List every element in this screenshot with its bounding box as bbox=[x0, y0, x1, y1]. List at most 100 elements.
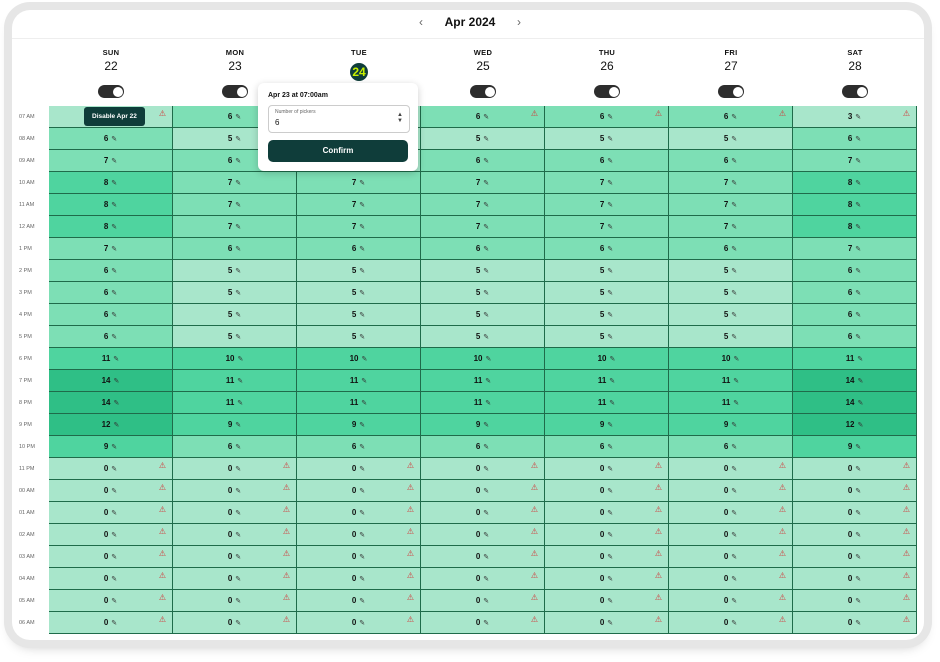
edit-icon[interactable]: ✎ bbox=[855, 245, 862, 253]
edit-icon[interactable]: ✎ bbox=[857, 421, 864, 429]
edit-icon[interactable]: ✎ bbox=[359, 443, 366, 451]
edit-icon[interactable]: ✎ bbox=[111, 289, 118, 297]
edit-icon[interactable]: ✎ bbox=[607, 531, 614, 539]
edit-icon[interactable]: ✎ bbox=[111, 157, 118, 165]
edit-icon[interactable]: ✎ bbox=[855, 619, 862, 627]
schedule-cell[interactable]: 0 ✎ ⚠ bbox=[421, 458, 545, 480]
confirm-button[interactable]: Confirm bbox=[268, 140, 408, 162]
edit-icon[interactable]: ✎ bbox=[485, 399, 492, 407]
edit-icon[interactable]: ✎ bbox=[607, 157, 614, 165]
schedule-cell[interactable]: 0 ✎ ⚠ bbox=[545, 524, 669, 546]
schedule-cell[interactable]: 0 ✎ ⚠ bbox=[297, 480, 421, 502]
schedule-cell[interactable]: 9 ✎ bbox=[793, 436, 917, 458]
edit-icon[interactable]: ✎ bbox=[235, 553, 242, 561]
schedule-cell[interactable]: 0 ✎ ⚠ bbox=[793, 590, 917, 612]
schedule-cell[interactable]: 5 ✎ bbox=[173, 304, 297, 326]
schedule-cell[interactable]: 6 ✎ bbox=[545, 238, 669, 260]
edit-icon[interactable]: ✎ bbox=[731, 113, 738, 121]
edit-icon[interactable]: ✎ bbox=[111, 575, 118, 583]
schedule-cell[interactable]: 0 ✎ ⚠ bbox=[793, 524, 917, 546]
edit-icon[interactable]: ✎ bbox=[235, 289, 242, 297]
edit-icon[interactable]: ✎ bbox=[111, 223, 118, 231]
edit-icon[interactable]: ✎ bbox=[855, 267, 862, 275]
schedule-cell[interactable]: 0 ✎ ⚠ bbox=[297, 458, 421, 480]
edit-icon[interactable]: ✎ bbox=[483, 465, 490, 473]
schedule-cell[interactable]: 10 ✎ bbox=[297, 348, 421, 370]
edit-icon[interactable]: ✎ bbox=[113, 355, 120, 363]
day-toggle[interactable] bbox=[98, 85, 124, 98]
day-toggle[interactable] bbox=[222, 85, 248, 98]
schedule-cell[interactable]: 7 ✎ bbox=[297, 216, 421, 238]
schedule-cell[interactable]: 7 ✎ bbox=[297, 194, 421, 216]
schedule-cell[interactable]: 6 ✎ bbox=[49, 304, 173, 326]
edit-icon[interactable]: ✎ bbox=[359, 619, 366, 627]
schedule-cell[interactable]: 5 ✎ bbox=[421, 282, 545, 304]
edit-icon[interactable]: ✎ bbox=[237, 377, 244, 385]
schedule-cell[interactable]: 0 ✎ ⚠ bbox=[793, 480, 917, 502]
edit-icon[interactable]: ✎ bbox=[235, 135, 242, 143]
next-month-icon[interactable]: › bbox=[517, 15, 521, 29]
schedule-cell[interactable]: 9 ✎ bbox=[669, 414, 793, 436]
edit-icon[interactable]: ✎ bbox=[483, 201, 490, 209]
schedule-cell[interactable]: 9 ✎ bbox=[49, 436, 173, 458]
schedule-cell[interactable]: 0 ✎ ⚠ bbox=[297, 546, 421, 568]
edit-icon[interactable]: ✎ bbox=[607, 575, 614, 583]
schedule-cell[interactable]: 11 ✎ bbox=[421, 392, 545, 414]
edit-icon[interactable]: ✎ bbox=[359, 531, 366, 539]
edit-icon[interactable]: ✎ bbox=[111, 531, 118, 539]
edit-icon[interactable]: ✎ bbox=[235, 509, 242, 517]
edit-icon[interactable]: ✎ bbox=[731, 179, 738, 187]
edit-icon[interactable]: ✎ bbox=[609, 377, 616, 385]
edit-icon[interactable]: ✎ bbox=[607, 201, 614, 209]
schedule-cell[interactable]: 0 ✎ ⚠ bbox=[545, 546, 669, 568]
edit-icon[interactable]: ✎ bbox=[111, 311, 118, 319]
edit-icon[interactable]: ✎ bbox=[857, 399, 864, 407]
edit-icon[interactable]: ✎ bbox=[483, 575, 490, 583]
edit-icon[interactable]: ✎ bbox=[235, 157, 242, 165]
schedule-cell[interactable]: 0 ✎ ⚠ bbox=[545, 458, 669, 480]
schedule-cell[interactable]: 10 ✎ bbox=[173, 348, 297, 370]
edit-icon[interactable]: ✎ bbox=[111, 201, 118, 209]
edit-icon[interactable]: ✎ bbox=[855, 289, 862, 297]
schedule-cell[interactable]: 12 ✎ bbox=[49, 414, 173, 436]
edit-icon[interactable]: ✎ bbox=[855, 113, 862, 121]
schedule-cell[interactable]: 5 ✎ bbox=[545, 260, 669, 282]
edit-icon[interactable]: ✎ bbox=[483, 135, 490, 143]
edit-icon[interactable]: ✎ bbox=[607, 311, 614, 319]
schedule-cell[interactable]: 5 ✎ bbox=[297, 260, 421, 282]
schedule-cell[interactable]: 5 ✎ bbox=[545, 326, 669, 348]
edit-icon[interactable]: ✎ bbox=[483, 267, 490, 275]
schedule-cell[interactable]: 8 ✎ bbox=[793, 216, 917, 238]
schedule-cell[interactable]: 0 ✎ ⚠ bbox=[669, 502, 793, 524]
edit-icon[interactable]: ✎ bbox=[731, 421, 738, 429]
schedule-cell[interactable]: 6 ✎ bbox=[793, 260, 917, 282]
edit-icon[interactable]: ✎ bbox=[731, 487, 738, 495]
schedule-cell[interactable]: 0 ✎ ⚠ bbox=[421, 502, 545, 524]
schedule-cell[interactable]: 14 ✎ bbox=[49, 392, 173, 414]
edit-icon[interactable]: ✎ bbox=[111, 179, 118, 187]
prev-month-icon[interactable]: ‹ bbox=[419, 15, 423, 29]
schedule-cell[interactable]: 7 ✎ bbox=[173, 172, 297, 194]
edit-icon[interactable]: ✎ bbox=[111, 135, 118, 143]
schedule-cell[interactable]: 0 ✎ ⚠ bbox=[421, 546, 545, 568]
schedule-cell[interactable]: 10 ✎ bbox=[421, 348, 545, 370]
schedule-cell[interactable]: 5 ✎ bbox=[297, 282, 421, 304]
edit-icon[interactable]: ✎ bbox=[855, 157, 862, 165]
day-toggle[interactable] bbox=[842, 85, 868, 98]
schedule-cell[interactable]: 11 ✎ bbox=[173, 392, 297, 414]
schedule-cell[interactable]: 6 ✎ bbox=[793, 282, 917, 304]
edit-icon[interactable]: ✎ bbox=[855, 575, 862, 583]
schedule-cell[interactable]: 0 ✎ ⚠ bbox=[49, 502, 173, 524]
schedule-cell[interactable]: 5 ✎ bbox=[173, 260, 297, 282]
edit-icon[interactable]: ✎ bbox=[237, 355, 244, 363]
edit-icon[interactable]: ✎ bbox=[235, 223, 242, 231]
edit-icon[interactable]: ✎ bbox=[235, 575, 242, 583]
edit-icon[interactable]: ✎ bbox=[731, 597, 738, 605]
edit-icon[interactable]: ✎ bbox=[235, 421, 242, 429]
edit-icon[interactable]: ✎ bbox=[359, 333, 366, 341]
schedule-cell[interactable]: 5 ✎ bbox=[421, 326, 545, 348]
schedule-cell[interactable]: 6 ✎ bbox=[49, 282, 173, 304]
edit-icon[interactable]: ✎ bbox=[855, 465, 862, 473]
schedule-cell[interactable]: 0 ✎ ⚠ bbox=[297, 502, 421, 524]
edit-icon[interactable]: ✎ bbox=[855, 597, 862, 605]
